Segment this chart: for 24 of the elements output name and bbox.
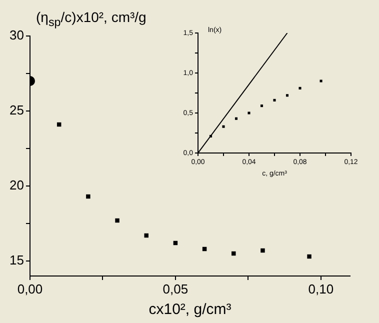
point <box>260 248 265 253</box>
point <box>222 125 225 128</box>
y-tick-label: 15 <box>10 252 24 268</box>
y-tick-label: 25 <box>10 102 24 118</box>
y-tick-label: 20 <box>10 178 24 193</box>
point <box>298 86 302 90</box>
point <box>320 80 322 82</box>
y-tick-label: 30 <box>10 28 24 43</box>
y-axis-title: (η$_{sp}$/c)x10², cm³/g <box>36 9 146 29</box>
point <box>286 94 289 97</box>
x-axis-title: cx10², g/cm³ <box>148 301 232 318</box>
x-tick-label: 0,10 <box>308 281 334 296</box>
point <box>144 233 148 238</box>
point <box>234 117 238 120</box>
point <box>260 104 264 108</box>
point <box>273 98 276 102</box>
point <box>115 218 120 223</box>
point <box>248 112 250 114</box>
point <box>232 251 236 256</box>
point <box>86 194 90 199</box>
point <box>209 134 212 138</box>
x-tick-label: 0,00 <box>17 281 43 296</box>
point <box>307 254 312 259</box>
x-tick-label: 0,05 <box>162 281 188 296</box>
